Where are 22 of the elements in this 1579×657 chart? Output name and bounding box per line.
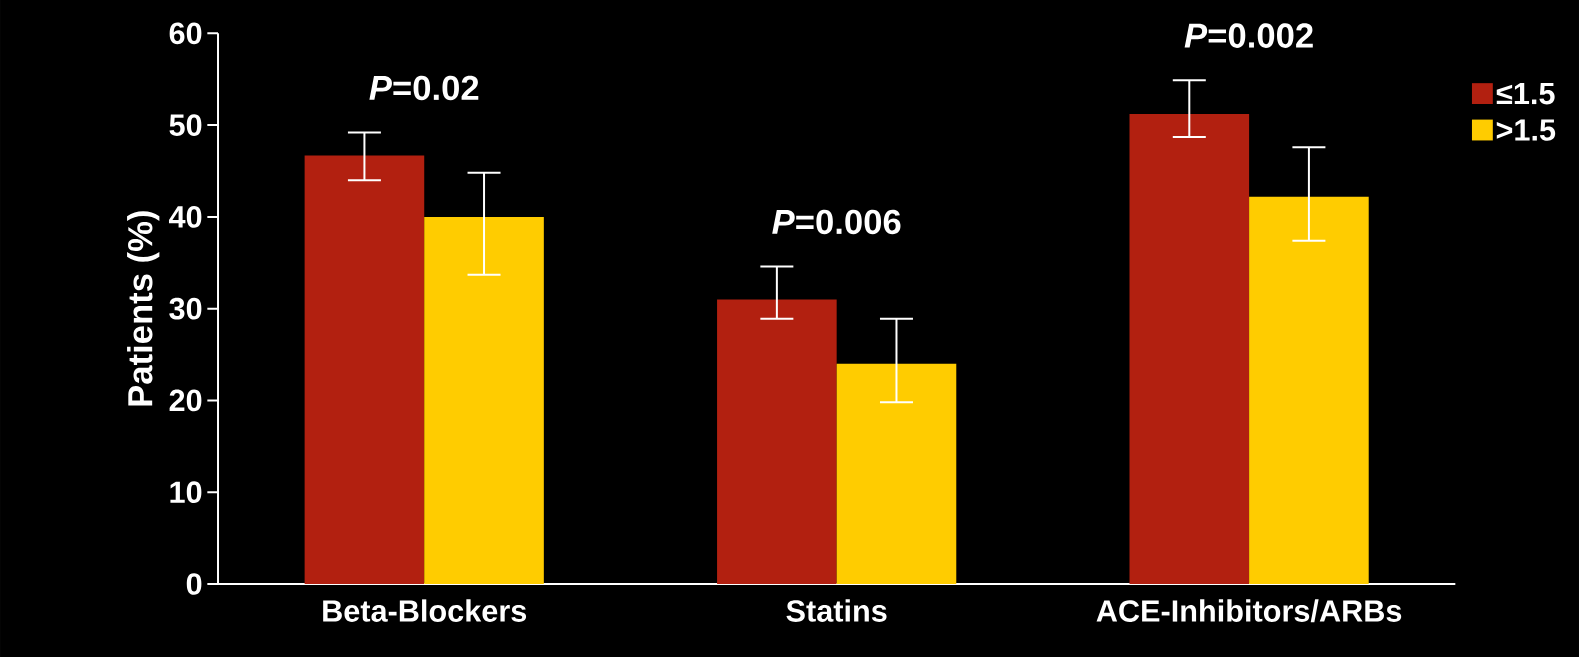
y-tick-label: 50	[169, 114, 202, 136]
y-axis-title: Patients (%)	[127, 211, 160, 406]
x-tick-label: Beta-Blockers	[323, 599, 527, 622]
y-tick-label: 60	[169, 22, 202, 45]
bar	[717, 299, 837, 584]
bar	[304, 155, 425, 584]
annotation: P=0.002	[1184, 23, 1313, 48]
y-tick-label: 10	[170, 481, 202, 504]
legend-label: >1.5	[1496, 119, 1556, 141]
bar	[1129, 114, 1250, 584]
legend-label: ≤1.5	[1496, 82, 1555, 105]
y-tick-label: 40	[168, 206, 202, 228]
annotation: P=0.006	[772, 209, 901, 235]
bar	[836, 363, 957, 584]
bar	[1249, 196, 1369, 584]
y-tick-label: 20	[169, 389, 202, 412]
y-tick-label: 30	[169, 297, 202, 320]
annotation: P=0.02	[369, 75, 479, 101]
y-tick-label: 0	[186, 573, 202, 595]
x-tick-label: ACE-Inhibitors/ARBs	[1096, 599, 1402, 623]
bar	[424, 216, 544, 584]
x-tick-label: Statins	[786, 599, 887, 622]
